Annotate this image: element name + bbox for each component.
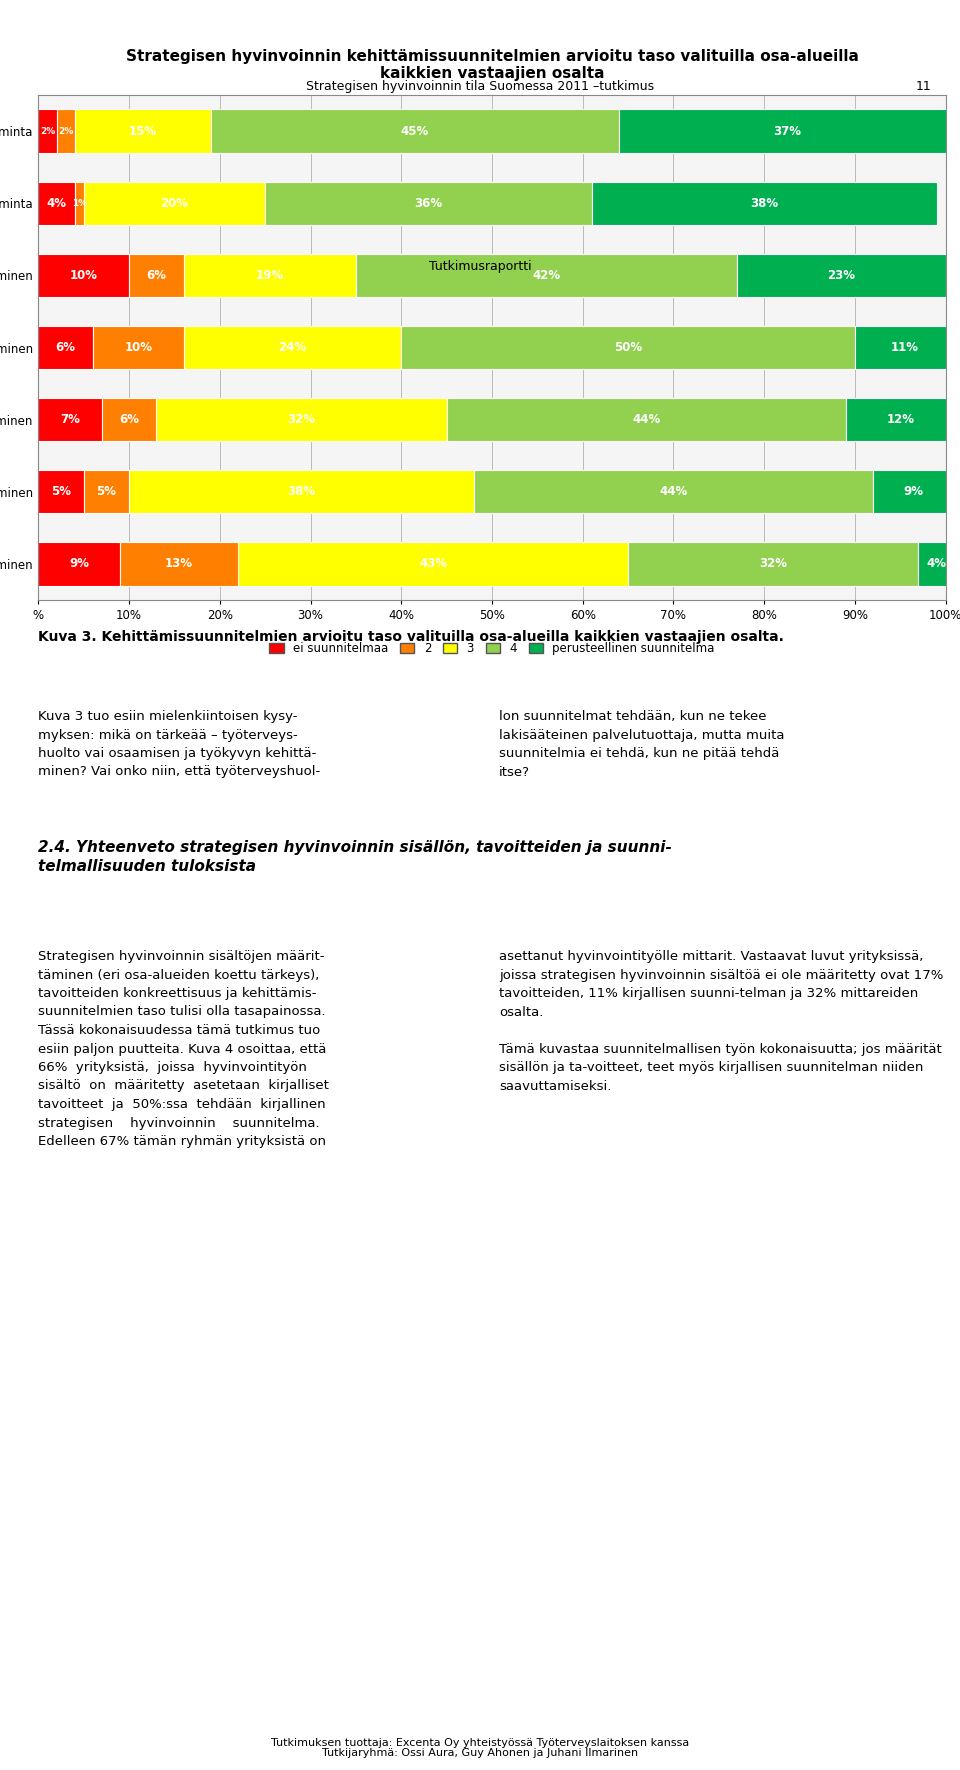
Bar <box>401 326 855 370</box>
Text: 10%: 10% <box>124 342 153 354</box>
Bar <box>120 542 238 586</box>
Bar <box>93 326 183 370</box>
Bar <box>38 398 102 441</box>
Text: 7%: 7% <box>60 412 80 427</box>
Text: 11: 11 <box>916 80 931 94</box>
Text: 42%: 42% <box>533 269 561 281</box>
Bar <box>211 110 619 152</box>
Bar <box>84 182 265 225</box>
Bar <box>737 253 946 297</box>
Text: 9%: 9% <box>69 558 89 570</box>
Text: 32%: 32% <box>759 558 787 570</box>
Text: lon suunnitelmat tehdään, kun ne tekee
lakisääteinen palvelutuottaja, mutta muit: lon suunnitelmat tehdään, kun ne tekee l… <box>499 710 784 779</box>
Bar <box>84 471 129 513</box>
Text: Kuva 3 tuo esiin mielenkiintoisen kysy-
myksen: mikä on tärkeää – työterveys-
hu: Kuva 3 tuo esiin mielenkiintoisen kysy- … <box>38 710 321 779</box>
Text: 32%: 32% <box>287 412 316 427</box>
Bar <box>591 182 937 225</box>
Bar <box>57 110 75 152</box>
Bar <box>474 471 873 513</box>
Text: 13%: 13% <box>165 558 193 570</box>
Bar <box>265 182 591 225</box>
Text: 4%: 4% <box>46 196 66 209</box>
Text: 12%: 12% <box>886 412 914 427</box>
Bar <box>75 110 211 152</box>
Text: 15%: 15% <box>129 124 156 138</box>
Bar <box>846 398 954 441</box>
Bar <box>38 253 129 297</box>
Text: 2%: 2% <box>58 127 73 136</box>
Text: 23%: 23% <box>828 269 855 281</box>
Bar <box>38 110 57 152</box>
Text: 2%: 2% <box>40 127 55 136</box>
Text: 44%: 44% <box>660 485 687 499</box>
Text: 5%: 5% <box>51 485 71 499</box>
Text: Strategisen hyvinvoinnin tila Suomessa 2011 –tutkimus: Strategisen hyvinvoinnin tila Suomessa 2… <box>306 80 654 94</box>
Text: 2.4. Yhteenveto strategisen hyvinvoinnin sisällön, tavoitteiden ja suunni-
telma: 2.4. Yhteenveto strategisen hyvinvoinnin… <box>38 841 672 874</box>
Bar <box>102 398 156 441</box>
Text: Kuva 3. Kehittämissuunnitelmien arvioitu taso valituilla osa-alueilla kaikkien v: Kuva 3. Kehittämissuunnitelmien arvioitu… <box>38 630 784 644</box>
Bar <box>619 110 954 152</box>
Bar <box>238 542 628 586</box>
Bar <box>183 326 401 370</box>
Title: Strategisen hyvinvoinnin kehittämissuunnitelmien arvioitu taso valituilla osa-al: Strategisen hyvinvoinnin kehittämissuunn… <box>126 50 858 81</box>
Bar <box>356 253 737 297</box>
Text: 38%: 38% <box>287 485 316 499</box>
Bar <box>38 182 75 225</box>
Bar <box>129 253 183 297</box>
Text: 43%: 43% <box>419 558 447 570</box>
Bar <box>446 398 846 441</box>
Text: 5%: 5% <box>96 485 116 499</box>
Text: 1%: 1% <box>72 198 86 207</box>
Text: 19%: 19% <box>255 269 284 281</box>
Text: 11%: 11% <box>891 342 919 354</box>
Bar <box>183 253 356 297</box>
Bar <box>628 542 919 586</box>
Text: 6%: 6% <box>119 412 139 427</box>
Text: 36%: 36% <box>415 196 443 209</box>
Text: 10%: 10% <box>70 269 98 281</box>
Bar <box>919 542 954 586</box>
Bar <box>873 471 954 513</box>
Bar <box>855 326 954 370</box>
Text: 45%: 45% <box>400 124 429 138</box>
Text: 37%: 37% <box>773 124 801 138</box>
Text: 50%: 50% <box>614 342 642 354</box>
Legend: ei suunnitelmaa, 2, 3, 4, perusteellinen suunnitelma: ei suunnitelmaa, 2, 3, 4, perusteellinen… <box>265 637 719 660</box>
Text: 44%: 44% <box>632 412 660 427</box>
Text: 24%: 24% <box>278 342 306 354</box>
Text: Tutkimuksen tuottaja: Excenta Oy yhteistyössä Työterveyslaitoksen kanssa: Tutkimuksen tuottaja: Excenta Oy yhteist… <box>271 1738 689 1749</box>
Text: 6%: 6% <box>146 269 166 281</box>
Bar <box>38 326 93 370</box>
Text: 6%: 6% <box>56 342 76 354</box>
Text: Tutkimusraportti: Tutkimusraportti <box>429 260 531 273</box>
Bar <box>156 398 446 441</box>
Text: Tutkijaryhmä: Ossi Aura, Guy Ahonen ja Juhani Ilmarinen: Tutkijaryhmä: Ossi Aura, Guy Ahonen ja J… <box>322 1749 638 1758</box>
Bar <box>38 542 120 586</box>
Text: 20%: 20% <box>160 196 188 209</box>
Text: 38%: 38% <box>750 196 779 209</box>
Text: asettanut hyvinvointityölle mittarit. Vastaavat luvut yrityksissä, joissa strate: asettanut hyvinvointityölle mittarit. Va… <box>499 950 944 1092</box>
Text: 9%: 9% <box>904 485 924 499</box>
Bar <box>129 471 474 513</box>
Bar <box>38 471 84 513</box>
Text: Strategisen hyvinvoinnin sisältöjen määrit-
täminen (eri osa-alueiden koettu tär: Strategisen hyvinvoinnin sisältöjen määr… <box>38 950 329 1149</box>
Bar <box>75 182 84 225</box>
Text: 4%: 4% <box>926 558 947 570</box>
